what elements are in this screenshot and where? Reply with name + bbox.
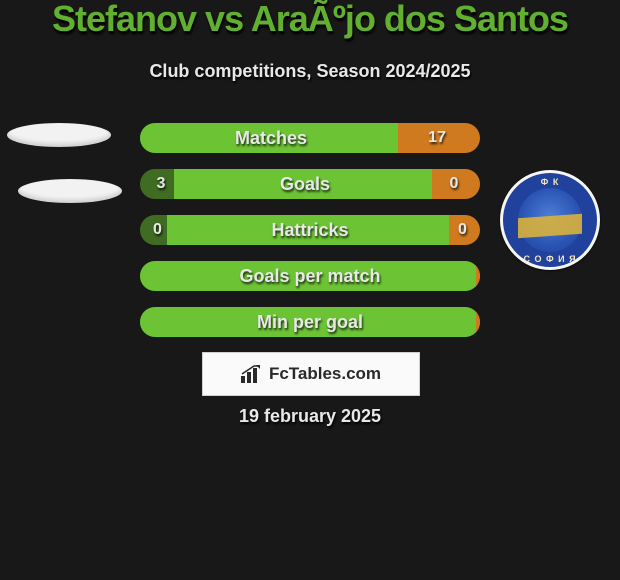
bars-icon bbox=[241, 365, 263, 383]
badge-text-top: Ф К bbox=[500, 177, 600, 187]
stat-row: 3Goals0 bbox=[140, 169, 480, 199]
page-title: Stefanov vs AraÃºjo dos Santos bbox=[0, 0, 620, 38]
stat-row: Min per goal bbox=[140, 307, 480, 337]
stat-right-value bbox=[476, 261, 480, 291]
branding-box: FcTables.com bbox=[202, 352, 420, 396]
stat-label: Min per goal bbox=[140, 307, 480, 337]
subtitle: Club competitions, Season 2024/2025 bbox=[0, 61, 620, 82]
stat-label: Matches bbox=[140, 123, 402, 153]
stat-row: Matches17 bbox=[140, 123, 480, 153]
stat-left-value: 3 bbox=[140, 169, 178, 199]
badge-core bbox=[518, 188, 582, 252]
stat-bars: Matches173Goals00Hattricks0Goals per mat… bbox=[140, 123, 480, 353]
stat-row: Goals per match bbox=[140, 261, 480, 291]
stat-right-value: 0 bbox=[432, 169, 480, 199]
stat-row: 0Hattricks0 bbox=[140, 215, 480, 245]
footer-date: 19 february 2025 bbox=[0, 406, 620, 427]
stat-right-value: 0 bbox=[449, 215, 480, 245]
badge-text-bottom: С О Ф И Я bbox=[500, 254, 600, 264]
stat-right-value bbox=[476, 307, 480, 337]
comparison-card: Stefanov vs AraÃºjo dos Santos Club comp… bbox=[0, 0, 620, 580]
stat-label: Goals per match bbox=[140, 261, 480, 291]
player-avatar-left-1 bbox=[7, 123, 111, 147]
badge-band bbox=[518, 214, 582, 238]
player-avatar-left-2 bbox=[18, 179, 122, 203]
stat-label: Hattricks bbox=[167, 215, 453, 245]
stat-right-value: 17 bbox=[398, 123, 480, 153]
stat-label: Goals bbox=[174, 169, 436, 199]
branding-text: FcTables.com bbox=[269, 364, 381, 384]
club-badge-right: Ф К С О Ф И Я bbox=[500, 170, 600, 270]
